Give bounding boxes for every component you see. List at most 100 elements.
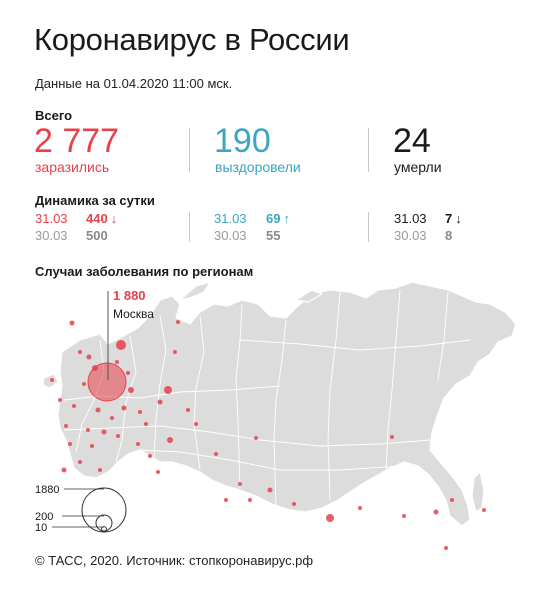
sakhalin-island <box>471 471 485 513</box>
region-bubble <box>157 399 163 405</box>
region-bubble <box>433 509 439 515</box>
infected-day1-date: 31.03 <box>35 211 68 226</box>
legend-circle-large <box>81 487 127 533</box>
region-bubble <box>126 371 130 375</box>
moscow-value: 1 880 <box>113 288 146 303</box>
regions-title: Случаи заболевания по регионам <box>35 264 254 279</box>
region-bubble <box>95 407 101 413</box>
region-bubble <box>167 437 173 443</box>
recovered-total: 190 <box>214 122 271 160</box>
region-bubble <box>390 435 394 439</box>
recovered-day2-date: 30.03 <box>214 228 247 243</box>
region-bubble <box>292 502 296 506</box>
region-bubble <box>248 498 252 502</box>
divider <box>189 128 190 172</box>
recovered-day1-value: 69 ↑ <box>266 211 290 226</box>
region-bubble <box>186 408 190 412</box>
region-bubble <box>450 498 454 502</box>
deaths-day1-date: 31.03 <box>394 211 427 226</box>
region-bubble <box>78 350 82 354</box>
region-bubble <box>116 434 120 438</box>
arctic-islands <box>295 289 323 303</box>
region-bubble <box>144 422 148 426</box>
legend-label-1880: 1880 <box>35 484 59 496</box>
mainland-russia <box>57 281 517 527</box>
region-bubble <box>116 340 126 350</box>
region-bubble <box>115 360 119 364</box>
region-bubble <box>238 482 242 486</box>
russia-map: 1 880 Москва 1880 200 10 <box>35 281 517 550</box>
divider <box>189 212 190 242</box>
region-bubble <box>58 398 62 402</box>
deaths-label: умерли <box>394 159 442 175</box>
infected-day2-date: 30.03 <box>35 228 68 243</box>
region-bubble <box>254 436 258 440</box>
arrow-down-icon: ↓ <box>110 211 118 226</box>
arrow-up-icon: ↑ <box>283 211 290 226</box>
region-bubble <box>90 444 94 448</box>
region-bubble <box>86 354 92 360</box>
deaths-day2-value: 8 <box>445 228 453 243</box>
region-bubble <box>326 514 334 522</box>
region-bubble <box>176 320 180 324</box>
moscow-bubble <box>87 362 127 402</box>
deaths-day1-value: 7 ↓ <box>445 211 462 226</box>
region-bubble <box>50 378 54 382</box>
region-bubble <box>64 424 68 428</box>
deaths-day2-date: 30.03 <box>394 228 427 243</box>
region-bubble <box>214 452 218 456</box>
region-bubble <box>148 454 152 458</box>
infected-day1-value: 440 ↓ <box>86 211 118 226</box>
region-bubble <box>444 546 448 550</box>
moscow-callout: 1 880 Москва <box>107 288 154 380</box>
region-bubble <box>110 416 114 420</box>
region-bubble <box>173 350 177 354</box>
region-bubble <box>86 428 90 432</box>
legend-label-10: 10 <box>35 522 47 534</box>
region-bubble <box>194 422 198 426</box>
page-title: Коронавирус в России <box>34 22 350 57</box>
recovered-day1-date: 31.03 <box>214 211 247 226</box>
daily-title: Динамика за сутки <box>35 193 155 208</box>
region-bubble <box>82 382 86 386</box>
region-bubble <box>358 506 362 510</box>
size-legend: 1880 200 10 <box>35 484 127 534</box>
region-bubble <box>121 405 127 411</box>
deaths-total: 24 <box>393 122 431 160</box>
region-bubble <box>267 487 273 493</box>
region-bubble <box>101 429 107 435</box>
moscow-label: Москва <box>113 307 154 321</box>
divider <box>368 128 369 172</box>
region-bubble <box>68 442 72 446</box>
recovered-day2-value: 55 <box>266 228 281 243</box>
region-bubble <box>78 460 82 464</box>
region-bubble <box>61 467 67 473</box>
case-bubbles <box>50 320 486 550</box>
region-bubble <box>136 442 140 446</box>
region-bubble <box>138 410 142 414</box>
region-bubble <box>128 387 134 393</box>
region-bubble <box>98 468 102 472</box>
data-timestamp: Данные на 01.04.2020 11:00 мск. <box>35 76 233 91</box>
region-borders <box>63 289 471 507</box>
region-bubble <box>69 320 75 326</box>
arrow-down-icon: ↓ <box>455 211 462 226</box>
infected-total: 2 777 <box>34 122 120 160</box>
region-bubble <box>156 470 160 474</box>
legend-label-200: 200 <box>35 511 53 523</box>
region-bubble <box>402 514 406 518</box>
infected-day2-value: 500 <box>86 228 108 243</box>
divider <box>368 212 369 242</box>
recovered-label: выздоровели <box>215 159 301 175</box>
region-bubble <box>164 386 172 394</box>
source-credit: © ТАСС, 2020. Источник: стопкоронавирус.… <box>35 553 314 568</box>
region-bubble <box>482 508 486 512</box>
region-bubble <box>72 404 76 408</box>
infected-label: заразились <box>35 159 110 175</box>
region-bubble <box>224 498 228 502</box>
region-bubble <box>92 365 98 371</box>
legend-circle-medium <box>95 514 113 532</box>
country-outline <box>42 281 517 527</box>
total-label: Всего <box>35 108 73 123</box>
novaya-zemlya <box>179 281 211 301</box>
